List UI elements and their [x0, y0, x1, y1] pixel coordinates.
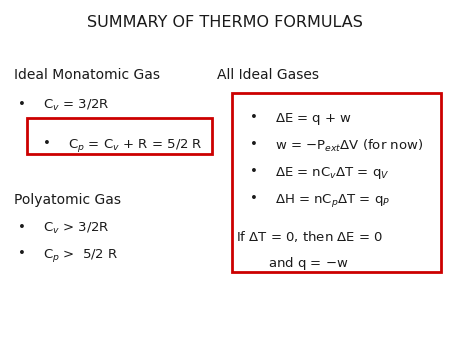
Text: •: • [250, 192, 257, 205]
Text: •: • [18, 98, 26, 111]
Text: •: • [18, 221, 26, 234]
Text: Ideal Monatomic Gas: Ideal Monatomic Gas [14, 68, 159, 81]
Bar [27, 118, 212, 154]
Text: •: • [18, 247, 26, 260]
Text: $\Delta$H = nC$_p$$\Delta$T = q$_P$: $\Delta$H = nC$_p$$\Delta$T = q$_P$ [274, 192, 390, 209]
Text: C$_v$ > 3/2R: C$_v$ > 3/2R [43, 221, 109, 237]
Bar [232, 93, 441, 272]
Text: and q = $-$w: and q = $-$w [268, 255, 348, 272]
Text: If $\Delta$T = 0, then $\Delta$E = 0: If $\Delta$T = 0, then $\Delta$E = 0 [236, 229, 383, 244]
Text: $\Delta$E = nC$_v$$\Delta$T = q$_V$: $\Delta$E = nC$_v$$\Delta$T = q$_V$ [274, 165, 389, 181]
Text: Polyatomic Gas: Polyatomic Gas [14, 193, 121, 207]
Text: C$_p$ = C$_v$ + R = 5/2 R: C$_p$ = C$_v$ + R = 5/2 R [68, 137, 202, 154]
Text: •: • [250, 138, 257, 151]
Text: C$_v$ = 3/2R: C$_v$ = 3/2R [43, 98, 109, 113]
Text: All Ideal Gases: All Ideal Gases [217, 68, 319, 81]
Text: •: • [250, 165, 257, 178]
Text: •: • [43, 137, 50, 150]
Text: SUMMARY OF THERMO FORMULAS: SUMMARY OF THERMO FORMULAS [87, 15, 363, 30]
Text: $\Delta$E = q + w: $\Delta$E = q + w [274, 111, 352, 127]
Text: w = $-$P$_{ext}$$\Delta$V (for now): w = $-$P$_{ext}$$\Delta$V (for now) [274, 138, 423, 154]
Text: C$_p$ >  5/2 R: C$_p$ > 5/2 R [43, 247, 118, 264]
Text: •: • [250, 111, 257, 124]
